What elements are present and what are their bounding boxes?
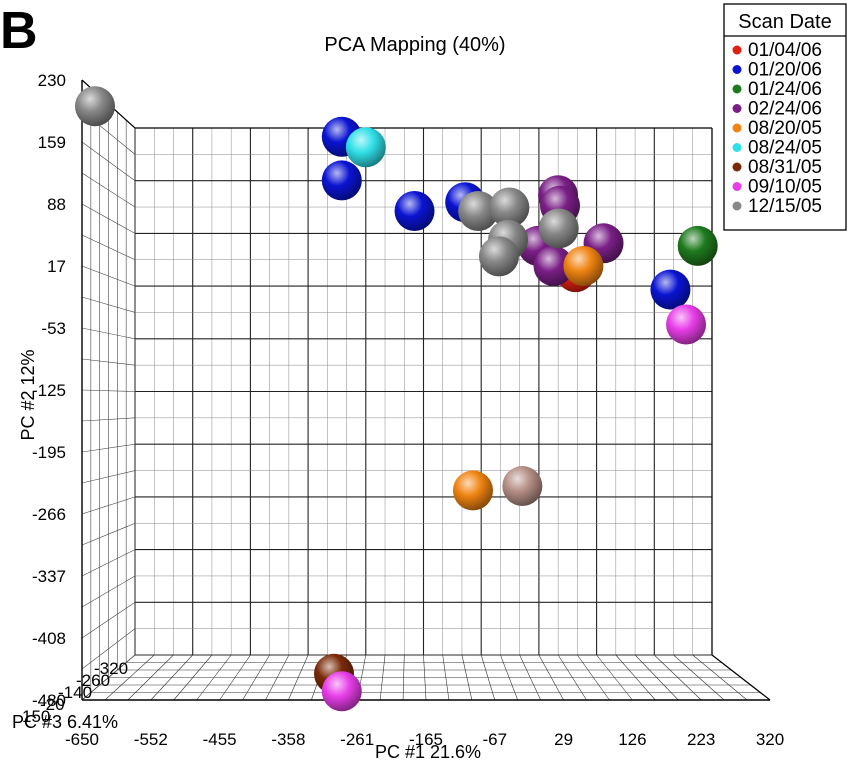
x-tick-label: 29 xyxy=(554,730,573,749)
legend-marker xyxy=(732,201,742,211)
y-tick-label: 88 xyxy=(47,195,66,214)
x-tick-label: -261 xyxy=(340,730,374,749)
legend-title: Scan Date xyxy=(738,11,831,33)
x-tick-label: 223 xyxy=(687,730,715,749)
data-points xyxy=(74,86,718,712)
legend-marker xyxy=(732,84,742,94)
x-tick-label: -455 xyxy=(203,730,237,749)
y-tick-label: 17 xyxy=(47,257,66,276)
z-tick-label: -320 xyxy=(94,659,128,678)
data-point xyxy=(677,225,718,266)
panel-label: B xyxy=(0,2,38,60)
data-point xyxy=(394,190,435,231)
grid-line xyxy=(81,265,136,287)
data-point xyxy=(452,470,493,511)
axis-ticks: 230 159 88 17 -53 -125 -195 -266 -337 -408 -480 -65… xyxy=(22,71,784,749)
legend: Scan Date 01/04/0601/20/0601/24/0602/24/… xyxy=(723,3,847,231)
legend-entry: 08/20/05 xyxy=(748,118,822,139)
x-tick-label: -358 xyxy=(271,730,305,749)
data-point xyxy=(650,269,691,310)
grid-line xyxy=(81,417,136,422)
data-point xyxy=(321,671,362,712)
legend-entry: 01/04/06 xyxy=(748,40,822,61)
grid-line xyxy=(81,575,136,608)
grid-line xyxy=(81,443,136,453)
grid-line xyxy=(81,327,136,340)
legend-marker xyxy=(732,182,742,191)
legend-entry: 02/24/06 xyxy=(748,99,822,120)
y-tick-label: 230 xyxy=(38,71,66,90)
legend-marker xyxy=(732,123,742,133)
legend-marker xyxy=(732,143,742,152)
grid-line xyxy=(81,141,136,181)
grid-line xyxy=(81,470,136,484)
legend-entry: 08/24/05 xyxy=(748,138,822,159)
data-point xyxy=(478,236,519,277)
grid-line xyxy=(81,296,136,313)
grid-line xyxy=(81,172,136,208)
y-tick-label: -53 xyxy=(41,319,66,338)
x-tick-label: -67 xyxy=(483,730,508,749)
x-tick-label: 126 xyxy=(618,730,646,749)
grid-line xyxy=(81,628,136,670)
y-tick-label: -125 xyxy=(32,381,66,400)
data-point xyxy=(74,86,115,127)
legend-marker xyxy=(732,162,742,172)
y-tick-label: -408 xyxy=(32,629,66,648)
grid-line xyxy=(81,549,136,577)
legend-marker xyxy=(732,104,742,113)
legend-entry: 08/31/05 xyxy=(748,157,822,178)
grid-line xyxy=(81,496,136,515)
legend-entry: 01/20/06 xyxy=(748,60,822,81)
grid-line xyxy=(81,358,136,366)
data-point xyxy=(321,160,362,201)
grid-line xyxy=(81,522,136,546)
x-tick-label: 320 xyxy=(756,730,784,749)
data-point xyxy=(538,208,579,249)
legend-box xyxy=(723,3,847,231)
z-axis-label: PC #3 6.41% xyxy=(12,712,118,732)
x-axis-label: PC #1 21.6% xyxy=(375,742,481,762)
data-point xyxy=(533,246,574,286)
x-tick-label: -165 xyxy=(409,730,443,749)
y-tick-label: -195 xyxy=(32,443,66,462)
legend-entry: 01/24/06 xyxy=(748,79,822,100)
data-point xyxy=(458,190,499,231)
legend-entry: 09/10/05 xyxy=(748,177,822,198)
data-point xyxy=(502,466,543,507)
grid-line xyxy=(81,602,136,639)
z-tick-label: -20 xyxy=(40,695,65,714)
grid-line xyxy=(81,234,136,261)
y-axis-label: PC #2 12% xyxy=(18,349,38,440)
y-tick-label: -480 xyxy=(32,691,66,710)
data-point xyxy=(666,304,707,345)
y-tick-label: -337 xyxy=(32,567,66,586)
grid-line xyxy=(81,203,136,234)
z-tick-label: -260 xyxy=(76,671,110,690)
legend-marker xyxy=(732,65,742,74)
x-tick-label: -650 xyxy=(65,730,99,749)
z-tick-label: 150 xyxy=(22,707,50,726)
grid xyxy=(81,79,771,701)
chart-title: PCA Mapping (40%) xyxy=(324,34,505,56)
x-tick-label: -552 xyxy=(134,730,168,749)
box-edge xyxy=(711,654,771,701)
y-tick-label: -266 xyxy=(32,505,66,524)
z-tick-label: -140 xyxy=(58,683,92,702)
grid-line xyxy=(81,389,136,392)
y-tick-label: 159 xyxy=(38,133,66,152)
data-point xyxy=(345,127,386,168)
data-point xyxy=(489,187,530,228)
legend-entry: 12/15/05 xyxy=(748,196,822,217)
data-point xyxy=(563,246,604,286)
legend-marker xyxy=(732,45,742,55)
